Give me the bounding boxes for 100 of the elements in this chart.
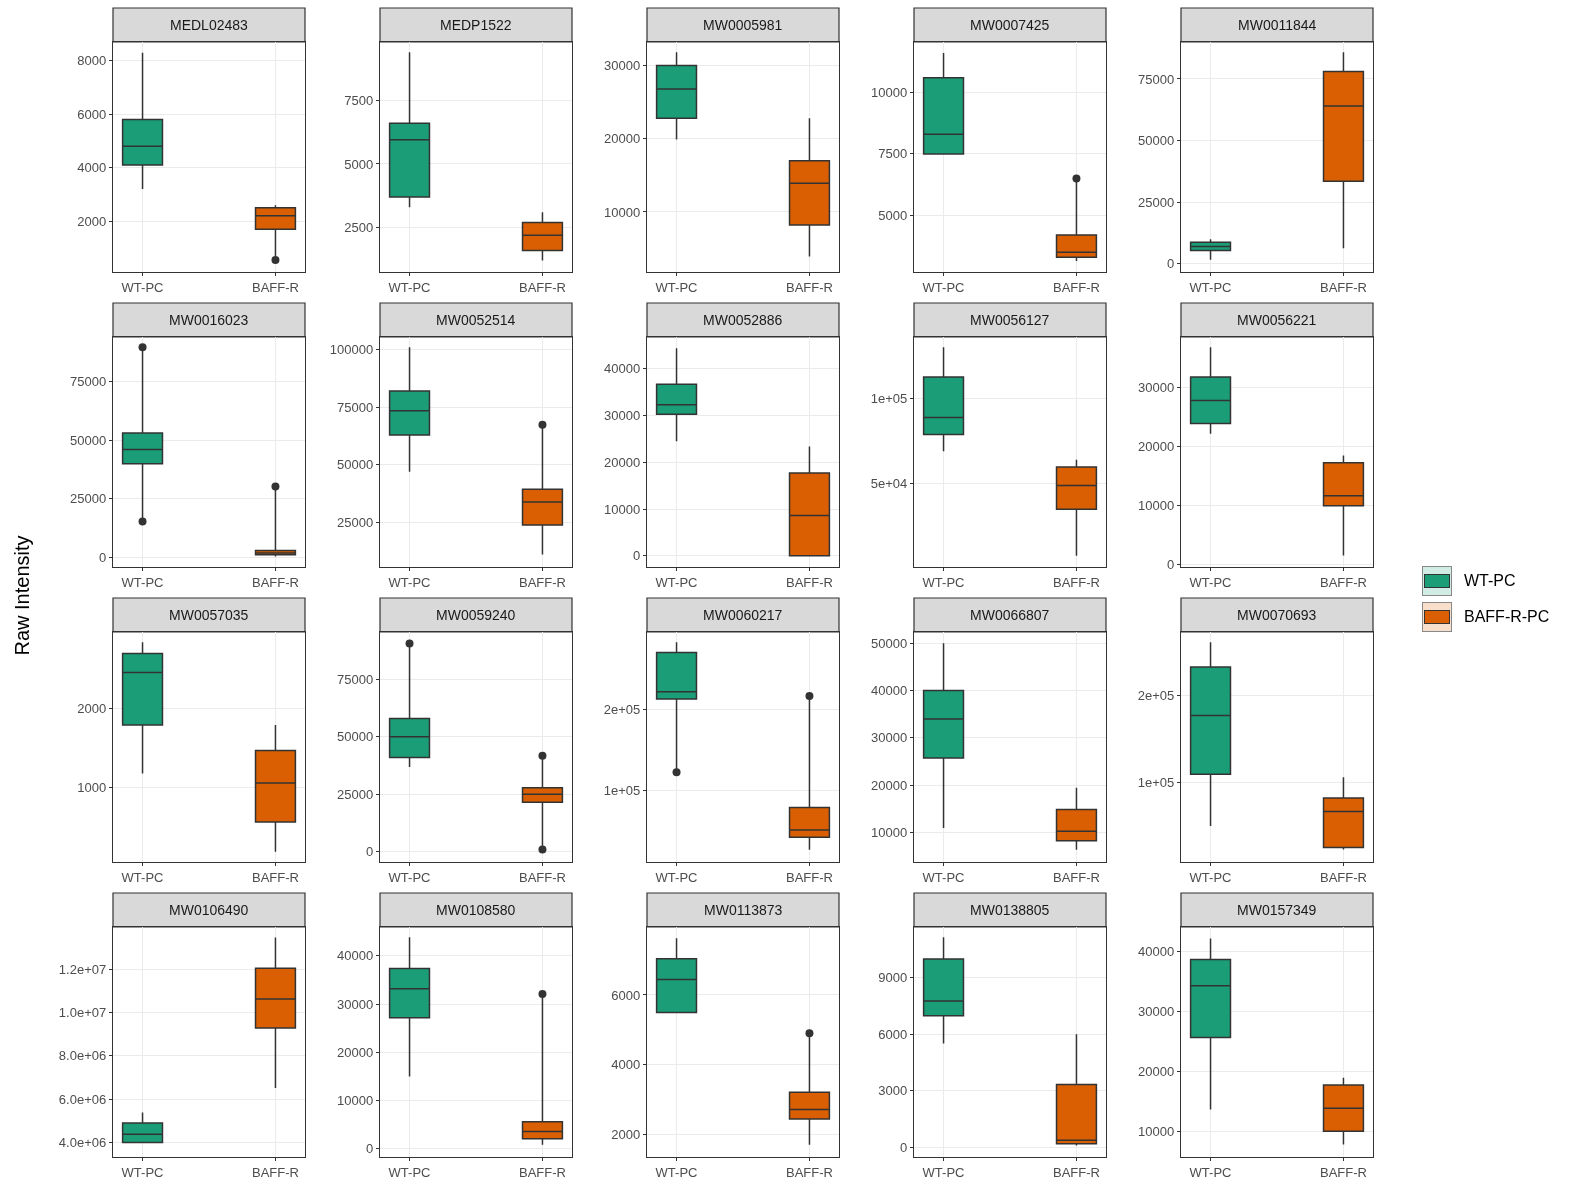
x-tick-label: WT-PC — [922, 279, 965, 295]
x-tick-label: WT-PC — [121, 1164, 164, 1180]
chart-title: MW0005981 — [703, 17, 783, 33]
y-tick-label: 75000 — [337, 399, 374, 415]
y-tick-label: 0 — [1166, 557, 1175, 573]
y-tick-label: 1e+05 — [1137, 775, 1175, 791]
y-tick-label: 0 — [365, 844, 374, 860]
chart-title: MW0056221 — [1237, 312, 1317, 328]
y-tick-label: 100000 — [329, 342, 374, 358]
y-tick-label: 75000 — [337, 671, 374, 687]
y-tick-label: 1e+05 — [603, 783, 641, 799]
y-tick-label: 50000 — [70, 432, 107, 448]
x-tick-label: BAFF-R — [1052, 1164, 1100, 1180]
x-tick-label: BAFF-R — [518, 279, 566, 295]
y-tick-label: 7500 — [344, 93, 374, 108]
y-tick-label: 20000 — [871, 777, 908, 793]
y-tick-label: 8.0e+06 — [58, 1048, 107, 1064]
y-tick-label: 30000 — [871, 730, 908, 746]
chart-title: MW0108580 — [436, 902, 516, 918]
y-tick-label: 6000 — [878, 1026, 908, 1042]
x-tick-label: WT-PC — [655, 574, 698, 590]
y-tick-label: 2e+05 — [1137, 688, 1175, 704]
chart-title: MW0057035 — [169, 607, 249, 623]
x-tick-label: BAFF-R — [1319, 574, 1367, 590]
chart-title: MW0052886 — [703, 312, 783, 328]
chart-title: MW0070693 — [1237, 607, 1317, 623]
y-tick-label: 5000 — [344, 156, 374, 172]
y-tick-label: 50000 — [1138, 133, 1175, 149]
x-tick-label: WT-PC — [388, 869, 431, 885]
x-tick-label: WT-PC — [922, 869, 965, 885]
chart-title: MW0059240 — [436, 607, 516, 623]
y-tick-label: 7500 — [878, 146, 908, 162]
y-tick-label: 50000 — [871, 635, 908, 651]
y-tick-label: 9000 — [878, 970, 908, 986]
y-tick-label: 40000 — [604, 361, 641, 377]
y-tick-label: 2000 — [77, 213, 107, 229]
x-tick-label: WT-PC — [1189, 574, 1232, 590]
chart-title: MEDP1522 — [440, 17, 512, 33]
y-tick-label: 2000 — [611, 1126, 641, 1142]
y-tick-label: 40000 — [337, 948, 374, 964]
x-tick-label: WT-PC — [922, 1164, 965, 1180]
y-tick-label: 10000 — [871, 84, 908, 100]
y-tick-label: 8000 — [77, 53, 107, 69]
y-tick-label: 20000 — [337, 1044, 374, 1060]
x-tick-label: BAFF-R — [785, 869, 833, 885]
y-tick-label: 20000 — [1138, 1063, 1175, 1079]
chart-title: MW0056127 — [970, 312, 1050, 328]
chart-title: MW0016023 — [169, 312, 249, 328]
y-tick-label: 10000 — [604, 204, 641, 220]
x-tick-label: BAFF-R — [1319, 1164, 1367, 1180]
y-tick-label: 50000 — [337, 729, 374, 745]
y-tick-label: 30000 — [1138, 380, 1175, 396]
y-tick-label: 30000 — [337, 996, 374, 1012]
x-tick-label: BAFF-R — [1052, 574, 1100, 590]
y-tick-label: 3000 — [878, 1083, 908, 1099]
x-tick-label: BAFF-R — [518, 1164, 566, 1180]
y-tick-label: 1.0e+07 — [58, 1005, 107, 1021]
chart-title: MEDL02483 — [170, 17, 249, 33]
y-tick-label: 20000 — [604, 454, 641, 470]
y-tick-label: 10000 — [871, 824, 908, 840]
y-tick-label: 10000 — [337, 1093, 374, 1109]
x-tick-label: BAFF-R — [785, 574, 833, 590]
x-tick-label: BAFF-R — [251, 574, 299, 590]
y-tick-label: 50000 — [337, 457, 374, 473]
y-tick-label: 0 — [899, 1140, 908, 1156]
x-tick-label: WT-PC — [388, 1164, 431, 1180]
y-tick-label: 10000 — [1138, 1123, 1175, 1139]
y-tick-label: 25000 — [70, 491, 107, 507]
x-tick-label: BAFF-R — [1319, 279, 1367, 295]
y-tick-label: 4.0e+06 — [58, 1135, 107, 1151]
x-tick-label: WT-PC — [655, 279, 698, 295]
legend-label: BAFF-R-PC — [1464, 608, 1550, 626]
x-tick-label: BAFF-R — [1052, 869, 1100, 885]
chart-title: MW0060217 — [703, 607, 783, 623]
x-tick-label: WT-PC — [655, 1164, 698, 1180]
y-tick-label: 20000 — [1138, 439, 1175, 455]
x-tick-label: WT-PC — [121, 574, 164, 590]
x-tick-label: BAFF-R — [785, 279, 833, 295]
x-tick-label: WT-PC — [121, 869, 164, 885]
y-tick-label: 30000 — [1138, 1003, 1175, 1019]
x-tick-label: BAFF-R — [518, 869, 566, 885]
chart-title: MW0138805 — [970, 902, 1050, 918]
y-tick-label: 20000 — [604, 131, 641, 147]
y-tick-label: 30000 — [604, 57, 641, 73]
y-tick-label: 6000 — [77, 106, 107, 122]
chart-title: MW0007425 — [970, 17, 1050, 33]
y-tick-label: 4000 — [77, 160, 107, 176]
y-tick-label: 40000 — [1138, 943, 1175, 959]
x-tick-label: BAFF-R — [1052, 279, 1100, 295]
y-axis-title: Raw Intensity — [10, 534, 34, 656]
y-tick-label: 25000 — [337, 515, 374, 531]
y-tick-label: 0 — [98, 550, 107, 566]
y-tick-label: 10000 — [604, 501, 641, 517]
y-tick-label: 5e+04 — [870, 476, 908, 492]
x-tick-label: WT-PC — [121, 279, 164, 295]
y-tick-label: 4000 — [611, 1057, 641, 1073]
chart-title: MW0113873 — [704, 902, 783, 918]
chart-title: MW0157349 — [1237, 902, 1317, 918]
y-tick-label: 1e+05 — [870, 391, 908, 407]
y-tick-label: 1.2e+07 — [58, 961, 107, 977]
